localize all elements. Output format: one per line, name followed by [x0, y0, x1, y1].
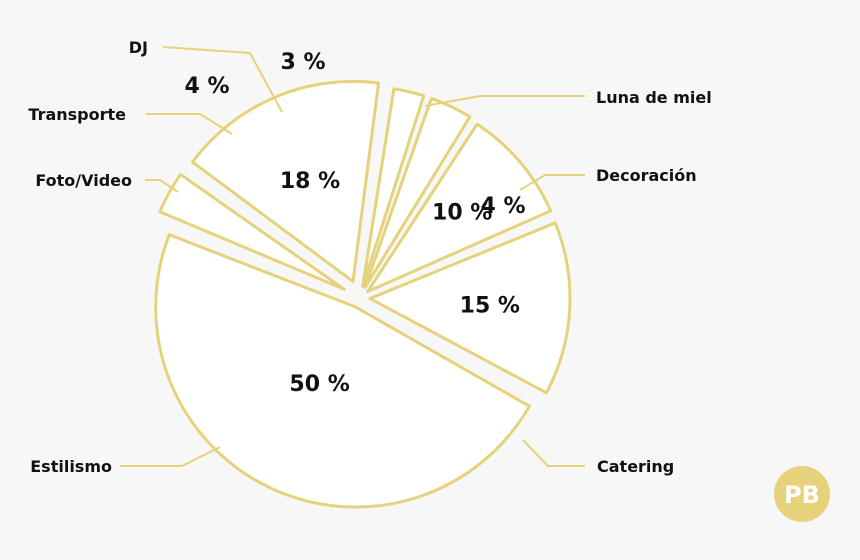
category-label: Catering — [597, 457, 674, 476]
pie-slice-estilismo — [368, 221, 572, 395]
pct-label: 4 % — [184, 74, 229, 99]
pct-label: 3 % — [280, 50, 325, 75]
pct-label: 15 % — [460, 294, 520, 319]
leader-line — [424, 95, 585, 107]
category-label: Transporte — [28, 105, 126, 124]
pct-label: 10 % — [432, 200, 492, 225]
pct-label: 18 % — [280, 169, 340, 194]
leader-line — [120, 446, 221, 467]
pie-slice-transporte — [363, 96, 472, 289]
pb-logo-icon: PB — [774, 466, 830, 522]
leader-line — [162, 46, 283, 113]
pct-label: 50 % — [289, 372, 349, 397]
percentage-labels: 50 %15 %10 %4 %3 %18 %4 % — [184, 50, 525, 397]
leader-line — [145, 179, 179, 193]
leader-lines — [120, 46, 585, 467]
pie-slice-decoraci-n — [158, 172, 346, 291]
category-label: Estilismo — [30, 457, 112, 476]
category-label: Decoración — [596, 166, 697, 185]
category-label: DJ — [129, 38, 148, 57]
pct-label: 4 % — [480, 194, 525, 219]
leader-line — [146, 113, 233, 135]
pie-slice-dj — [361, 87, 426, 288]
leader-line — [519, 174, 585, 191]
logo-text: PB — [784, 481, 820, 509]
leader-line — [522, 439, 585, 467]
pie-slices — [154, 79, 572, 509]
pie-slice-foto-video — [366, 122, 553, 294]
category-label: Foto/Video — [35, 171, 132, 190]
pie-slice-catering — [154, 233, 531, 509]
category-label: Luna de miel — [596, 88, 712, 107]
category-labels: Catering Estilismo Foto/Video Transporte DJ L… — [28, 38, 711, 476]
